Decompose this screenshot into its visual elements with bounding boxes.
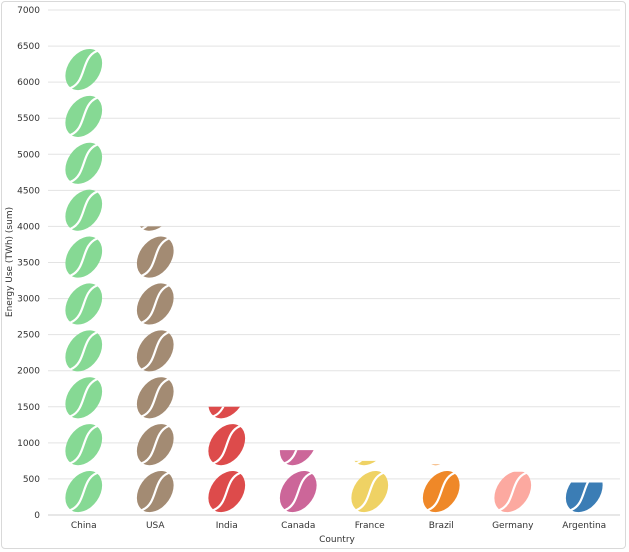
y-tick-labels: 0 500 1000 1500 2000 2500 3000 3500 4000 4500 5000… bbox=[17, 6, 40, 521]
bar-canada[interactable] bbox=[272, 417, 324, 519]
y-tick-label: 5500 bbox=[17, 114, 40, 124]
coffee-bean-icon bbox=[65, 424, 103, 466]
coffee-bean-icon bbox=[65, 471, 103, 513]
y-tick-label: 1500 bbox=[17, 403, 40, 413]
y-axis-title: Energy Use (TWh) (sum) bbox=[5, 207, 15, 317]
bar-germany[interactable] bbox=[487, 464, 539, 519]
y-tick-label: 4000 bbox=[17, 222, 40, 232]
coffee-bean-icon bbox=[494, 471, 532, 513]
y-tick-label: 2500 bbox=[17, 331, 40, 341]
bar-brazil[interactable] bbox=[415, 417, 467, 519]
bar-china[interactable] bbox=[58, 42, 110, 519]
bars bbox=[58, 42, 610, 519]
coffee-bean-icon bbox=[208, 406, 246, 419]
y-tick-label: 500 bbox=[23, 475, 40, 485]
coffee-bean-icon bbox=[208, 471, 246, 513]
coffee-bean-icon bbox=[351, 460, 389, 466]
y-tick-label: 4500 bbox=[17, 186, 40, 196]
coffee-bean-icon bbox=[279, 471, 317, 513]
coffee-bean-icon bbox=[136, 377, 174, 419]
x-tick-label: Canada bbox=[281, 521, 315, 531]
coffee-bean-icon bbox=[136, 424, 174, 466]
coffee-bean-icon bbox=[65, 142, 103, 184]
coffee-bean-icon bbox=[65, 236, 103, 278]
x-tick-label: India bbox=[216, 521, 238, 531]
y-tick-label: 6000 bbox=[17, 78, 40, 88]
x-axis-title: Country bbox=[319, 535, 355, 545]
x-tick-label: USA bbox=[146, 521, 165, 531]
bar-france[interactable] bbox=[344, 417, 396, 519]
bar-argentina[interactable] bbox=[558, 464, 610, 519]
y-tick-label: 3000 bbox=[17, 295, 40, 305]
gridlines bbox=[48, 9, 620, 516]
x-tick-labels: China USA India Canada France Brazil Germany Ar… bbox=[71, 521, 606, 531]
y-tick-label: 0 bbox=[34, 511, 40, 521]
y-tick-label: 7000 bbox=[17, 6, 40, 16]
coffee-bean-icon bbox=[65, 330, 103, 372]
y-tick-label: 6500 bbox=[17, 42, 40, 52]
x-tick-label: Germany bbox=[492, 521, 534, 531]
coffee-bean-icon bbox=[136, 283, 174, 325]
coffee-bean-icon bbox=[65, 189, 103, 231]
coffee-bean-icon bbox=[565, 482, 603, 513]
y-tick-label: 5000 bbox=[17, 150, 40, 160]
coffee-bean-icon bbox=[351, 471, 389, 513]
coffee-bean-icon bbox=[65, 95, 103, 137]
x-tick-label: France bbox=[355, 521, 385, 531]
coffee-bean-icon bbox=[136, 236, 174, 278]
coffee-bean-icon bbox=[208, 424, 246, 466]
coffee-bean-icon bbox=[136, 226, 174, 231]
coffee-bean-icon bbox=[65, 48, 103, 91]
y-tick-label: 1000 bbox=[17, 439, 40, 449]
x-tick-label: Brazil bbox=[429, 521, 454, 531]
bar-india[interactable] bbox=[201, 370, 253, 519]
x-tick-label: Argentina bbox=[562, 521, 606, 531]
y-tick-label: 2000 bbox=[17, 367, 40, 377]
coffee-bean-icon bbox=[136, 330, 174, 372]
coffee-bean-icon bbox=[65, 377, 103, 419]
coffee-bean-icon bbox=[279, 450, 317, 466]
coffee-bean-icon bbox=[65, 283, 103, 325]
coffee-bean-icon bbox=[422, 464, 460, 466]
y-tick-label: 3500 bbox=[17, 259, 40, 269]
coffee-bean-icon bbox=[136, 471, 174, 513]
coffee-bean-icon bbox=[422, 471, 460, 513]
x-tick-label: China bbox=[71, 521, 97, 531]
bar-usa[interactable] bbox=[129, 183, 181, 519]
